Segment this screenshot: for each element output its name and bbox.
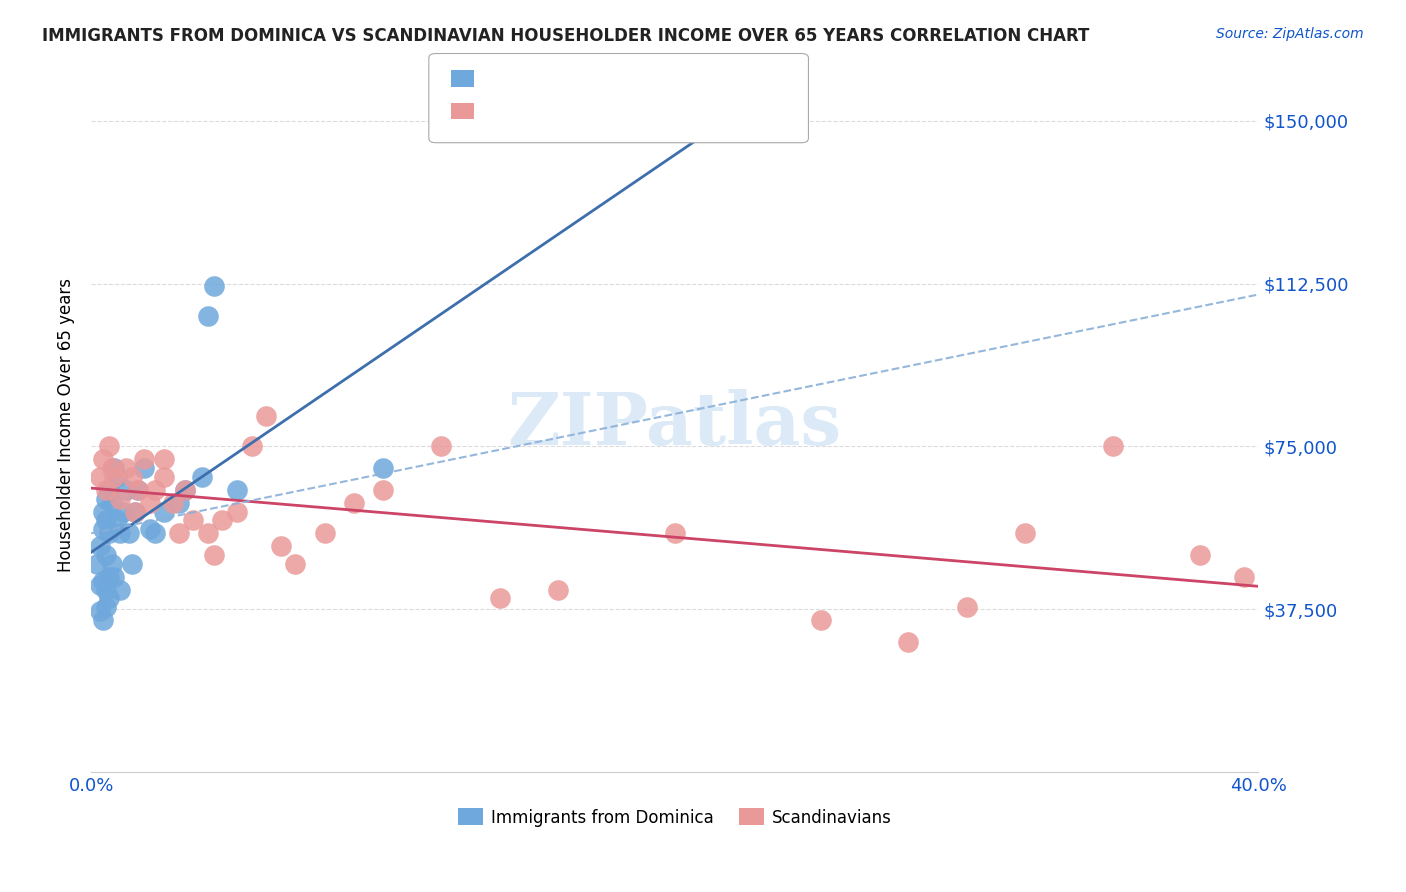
Point bbox=[1014, 526, 1036, 541]
Point bbox=[91, 613, 114, 627]
Point bbox=[1101, 440, 1123, 454]
Point bbox=[191, 470, 214, 484]
Point bbox=[103, 470, 125, 484]
Point bbox=[94, 483, 117, 497]
Point bbox=[173, 483, 195, 497]
Point bbox=[167, 526, 190, 541]
Point bbox=[153, 505, 176, 519]
Point bbox=[91, 522, 114, 536]
Point bbox=[94, 513, 117, 527]
Point bbox=[110, 491, 132, 506]
Point bbox=[270, 539, 292, 553]
Point bbox=[284, 557, 307, 571]
Point bbox=[167, 496, 190, 510]
Point bbox=[97, 591, 120, 606]
Point bbox=[103, 570, 125, 584]
Point bbox=[107, 513, 129, 527]
Point bbox=[127, 483, 149, 497]
Point bbox=[103, 461, 125, 475]
Point bbox=[97, 526, 120, 541]
Point bbox=[118, 526, 141, 541]
Point bbox=[89, 604, 111, 618]
Point bbox=[138, 496, 160, 510]
Point bbox=[197, 526, 219, 541]
Point bbox=[91, 452, 114, 467]
Point bbox=[211, 513, 233, 527]
Point bbox=[897, 635, 920, 649]
Point bbox=[202, 548, 225, 562]
Text: ZIPatlas: ZIPatlas bbox=[508, 389, 842, 460]
Point bbox=[100, 461, 122, 475]
Point bbox=[488, 591, 510, 606]
Point bbox=[94, 491, 117, 506]
Point bbox=[197, 309, 219, 323]
Point bbox=[314, 526, 336, 541]
Point bbox=[127, 483, 149, 497]
Y-axis label: Householder Income Over 65 years: Householder Income Over 65 years bbox=[58, 277, 75, 572]
Point bbox=[86, 557, 108, 571]
Point bbox=[91, 574, 114, 588]
Text: R =  0.088   N = 42: R = 0.088 N = 42 bbox=[464, 80, 626, 98]
Point bbox=[138, 522, 160, 536]
Point bbox=[107, 470, 129, 484]
Point bbox=[115, 483, 138, 497]
Point bbox=[371, 461, 394, 475]
Point bbox=[100, 496, 122, 510]
Point bbox=[110, 526, 132, 541]
Legend: Immigrants from Dominica, Scandinavians: Immigrants from Dominica, Scandinavians bbox=[451, 802, 898, 833]
Text: Source: ZipAtlas.com: Source: ZipAtlas.com bbox=[1216, 27, 1364, 41]
Point bbox=[226, 505, 249, 519]
Point bbox=[956, 600, 979, 615]
Point bbox=[202, 278, 225, 293]
Point bbox=[89, 470, 111, 484]
Point bbox=[810, 613, 832, 627]
Point bbox=[94, 600, 117, 615]
Point bbox=[89, 578, 111, 592]
Point bbox=[343, 496, 366, 510]
Point bbox=[121, 470, 143, 484]
Point bbox=[1233, 570, 1256, 584]
Point bbox=[173, 483, 195, 497]
Point bbox=[97, 440, 120, 454]
Point bbox=[132, 452, 155, 467]
Point bbox=[124, 505, 146, 519]
Point bbox=[112, 505, 135, 519]
Point bbox=[1189, 548, 1212, 562]
Point bbox=[94, 582, 117, 597]
Point bbox=[254, 409, 277, 423]
Point bbox=[94, 548, 117, 562]
Point bbox=[181, 513, 204, 527]
Point bbox=[226, 483, 249, 497]
Point bbox=[143, 483, 166, 497]
Point bbox=[132, 461, 155, 475]
Point bbox=[371, 483, 394, 497]
Point bbox=[97, 483, 120, 497]
Point bbox=[121, 557, 143, 571]
Point bbox=[100, 557, 122, 571]
Point bbox=[143, 526, 166, 541]
Point bbox=[124, 505, 146, 519]
Point bbox=[110, 582, 132, 597]
Text: R = -0.051   N = 42: R = -0.051 N = 42 bbox=[464, 112, 627, 129]
Point bbox=[547, 582, 569, 597]
Point bbox=[153, 452, 176, 467]
Point bbox=[115, 461, 138, 475]
Point bbox=[162, 496, 184, 510]
Point bbox=[89, 539, 111, 553]
Point bbox=[664, 526, 686, 541]
Point bbox=[153, 470, 176, 484]
Point bbox=[430, 440, 453, 454]
Point bbox=[91, 505, 114, 519]
Text: IMMIGRANTS FROM DOMINICA VS SCANDINAVIAN HOUSEHOLDER INCOME OVER 65 YEARS CORREL: IMMIGRANTS FROM DOMINICA VS SCANDINAVIAN… bbox=[42, 27, 1090, 45]
Point bbox=[240, 440, 263, 454]
Point bbox=[97, 570, 120, 584]
